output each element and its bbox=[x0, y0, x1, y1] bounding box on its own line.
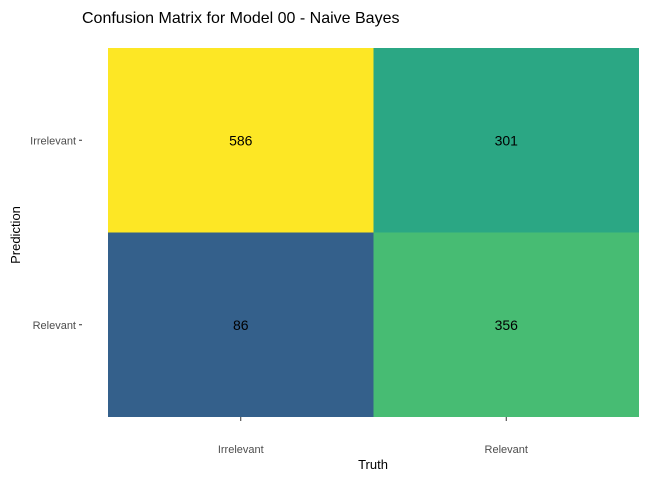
y-axis-title: Prediction bbox=[8, 206, 23, 264]
x-axis: Irrelevant Relevant bbox=[218, 417, 528, 456]
y-tick-label: Relevant bbox=[33, 320, 76, 332]
y-axis: Irrelevant Relevant bbox=[30, 135, 82, 332]
cell-value-label: 301 bbox=[495, 132, 519, 148]
heatmap-cell-irrelevant-relevant bbox=[373, 48, 639, 233]
cell-value-label: 86 bbox=[233, 317, 249, 333]
x-tick-label: Irrelevant bbox=[218, 444, 264, 456]
heatmap-cell-relevant-irrelevant bbox=[108, 232, 374, 417]
y-tick-label: Irrelevant bbox=[30, 135, 76, 147]
cell-value-label: 586 bbox=[229, 132, 253, 148]
x-tick-label: Relevant bbox=[485, 444, 528, 456]
cell-value-label: 356 bbox=[495, 317, 519, 333]
heatmap-cells bbox=[108, 48, 639, 417]
heatmap-cell-relevant-relevant bbox=[373, 232, 639, 417]
heatmap-cell-irrelevant-irrelevant bbox=[108, 48, 374, 233]
x-axis-title: Truth bbox=[358, 457, 388, 472]
chart-title: Confusion Matrix for Model 00 - Naive Ba… bbox=[82, 10, 399, 27]
cell-value-labels: 586 301 86 356 bbox=[229, 132, 518, 333]
